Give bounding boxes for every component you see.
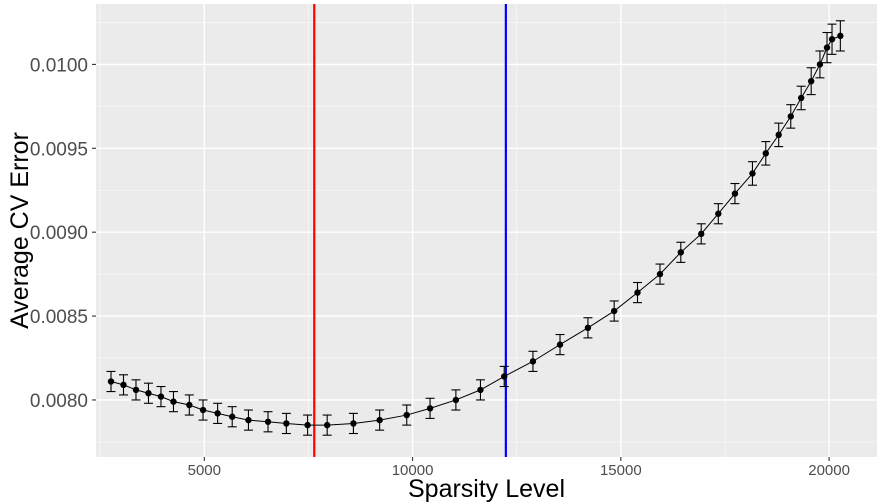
data-point <box>323 421 331 429</box>
data-point <box>677 249 685 256</box>
data-point <box>634 289 641 296</box>
data-point <box>816 61 824 68</box>
data-point <box>199 406 207 414</box>
y-axis-title: Average CV Error <box>6 132 34 329</box>
data-point <box>823 44 831 51</box>
y-tick-label: 0.0090 <box>30 223 88 244</box>
y-tick-label: 0.0095 <box>30 139 88 160</box>
data-point <box>170 398 177 405</box>
data-point <box>749 170 756 177</box>
y-tick-label: 0.0085 <box>30 307 88 328</box>
x-axis-ticks: 5000 10000 15000 20000 <box>188 457 850 479</box>
data-point <box>731 190 739 197</box>
data-point <box>807 77 815 85</box>
data-point <box>376 416 383 424</box>
x-axis-title: Sparsity Level <box>408 475 565 503</box>
data-point <box>120 381 127 389</box>
major-gridlines <box>96 4 877 457</box>
data-point <box>529 358 537 365</box>
data-point <box>403 411 410 419</box>
x-tick-label: 15000 <box>600 462 642 479</box>
data-point <box>556 341 564 348</box>
data-point <box>350 420 357 427</box>
data-point <box>132 386 140 394</box>
data-point <box>426 405 434 412</box>
plot-panel <box>96 4 877 457</box>
minor-gridlines <box>96 4 877 457</box>
reference-lines <box>313 4 507 457</box>
data-point <box>214 410 221 417</box>
data-point <box>452 396 460 404</box>
data-point <box>610 307 618 315</box>
series-layer <box>106 20 845 436</box>
data-point <box>145 390 152 397</box>
data-point <box>501 373 508 380</box>
data-point <box>264 418 272 425</box>
y-tick-label: 0.0080 <box>30 391 88 412</box>
data-point <box>797 94 805 102</box>
data-point <box>715 210 722 217</box>
data-point <box>787 113 794 120</box>
y-tick-label: 0.0100 <box>30 55 88 76</box>
data-point <box>283 420 290 427</box>
data-point <box>107 378 115 385</box>
x-tick-label: 10000 <box>392 462 434 479</box>
data-point <box>837 32 844 40</box>
x-tick-label: 5000 <box>188 462 221 479</box>
data-point <box>828 36 836 43</box>
data-point <box>698 230 705 238</box>
data-point <box>477 386 484 394</box>
data-point <box>186 401 193 409</box>
data-point <box>245 416 252 424</box>
data-point <box>304 421 311 429</box>
y-axis-ticks: 0.0080 0.0085 0.0090 0.0095 0.0100 <box>30 55 96 412</box>
data-point <box>229 413 236 420</box>
data-point <box>762 150 769 157</box>
x-tick-label: 20000 <box>808 462 850 479</box>
data-point <box>775 131 782 139</box>
data-point <box>656 270 664 278</box>
data-point <box>584 324 592 332</box>
data-point <box>157 393 165 400</box>
